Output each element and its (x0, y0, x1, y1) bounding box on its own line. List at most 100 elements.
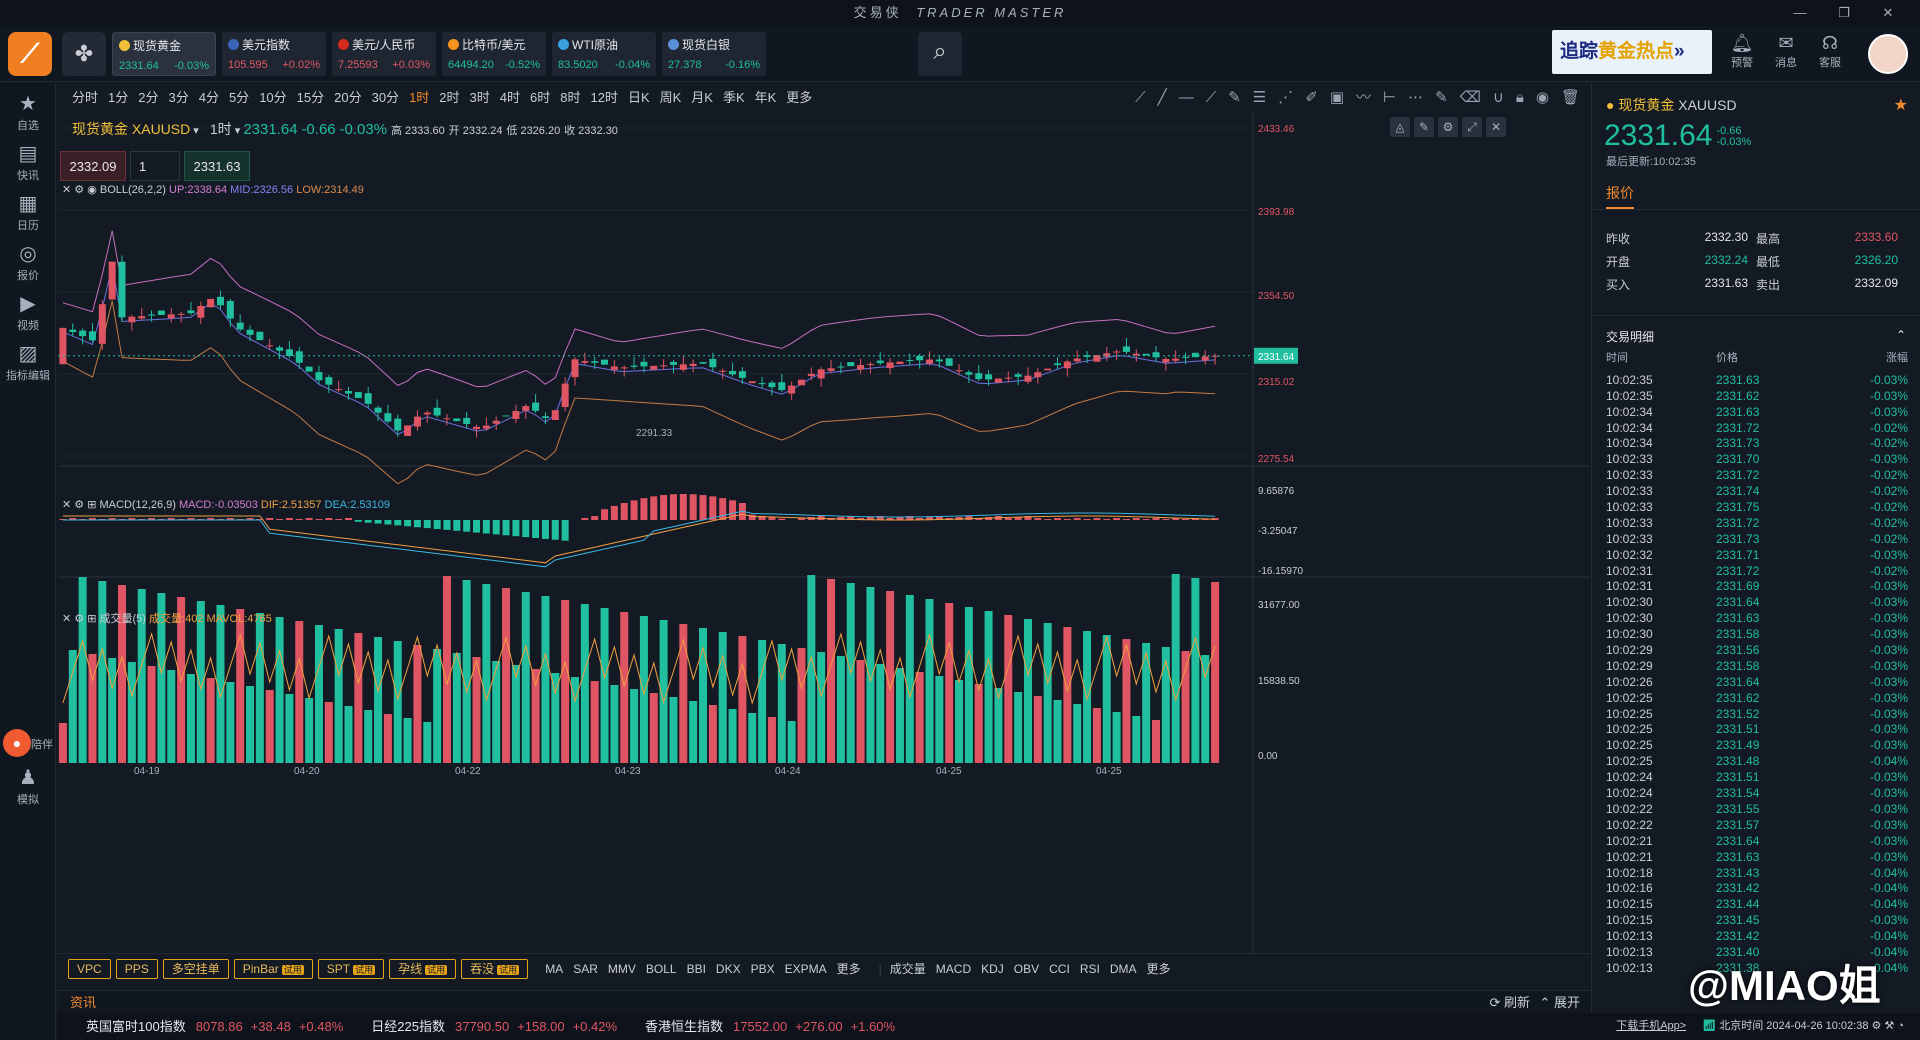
service-button[interactable]: ☊ 客服 (1810, 32, 1850, 70)
sell-price-button[interactable]: 2332.09 (60, 151, 126, 181)
main-indicator-8[interactable]: 更多 (836, 962, 861, 976)
minimize-icon[interactable]: — (1793, 5, 1807, 20)
timeframe-19[interactable]: 月K (691, 90, 713, 105)
nav-item-7[interactable]: ● 陪伴 (0, 729, 56, 757)
main-indicator-3[interactable]: BOLL (645, 962, 677, 976)
tool-tag-1[interactable]: PPS (115, 959, 158, 979)
magnet-icon[interactable]: ∪ (1492, 89, 1504, 106)
quote-tile[interactable]: WTI原油 83.5020 -0.04% (552, 32, 656, 76)
chart-canvas[interactable]: 2433.46 2393.98 2354.50 2315.02 2275.54 2331.… (58, 113, 1590, 953)
message-button[interactable]: ✉ 消息 (1766, 32, 1806, 70)
collapse-icon[interactable]: ⌃ (1895, 328, 1906, 342)
timeframe-20[interactable]: 季K (722, 90, 745, 105)
timeframe-6[interactable]: 10分 (259, 90, 287, 105)
timeframe-8[interactable]: 20分 (334, 90, 362, 105)
index-ticker[interactable]: 日经225指数 37790.50 +158.00 +0.42% (371, 1019, 618, 1034)
timeframe-5[interactable]: 5分 (228, 90, 250, 105)
pane-close-icon[interactable]: ✕ (62, 499, 72, 511)
quote-tile[interactable]: 美元/人民币 7.25593 +0.03% (332, 32, 436, 76)
timeframe-15[interactable]: 8时 (560, 90, 581, 105)
news-label[interactable]: 资讯 (70, 995, 97, 1010)
buy-price-button[interactable]: 2331.63 (184, 151, 250, 181)
ray-tool-icon[interactable]: ⟋ (1135, 89, 1146, 106)
index-ticker[interactable]: 英国富时100指数 8078.86 +38.48 +0.48% (86, 1019, 344, 1034)
timeframe-21[interactable]: 年K (754, 90, 777, 105)
pane-eye-icon[interactable]: ◉ (87, 184, 97, 196)
sub-indicator-2[interactable]: KDJ (981, 962, 1004, 976)
quote-tile[interactable]: 美元指数 105.595 +0.02% (222, 32, 326, 76)
pane-add-icon[interactable]: ⊞ (87, 613, 97, 625)
main-indicator-5[interactable]: DKX (715, 962, 741, 976)
timeframe-18[interactable]: 周K (659, 90, 682, 105)
sub-indicator-1[interactable]: MACD (935, 962, 972, 976)
settings-icon[interactable]: ⚙ ⚒ ◔ (1868, 1020, 1905, 1032)
tool-tag-6[interactable]: 吞没 试用 (461, 959, 529, 979)
interval-label[interactable]: 1时 (209, 121, 232, 137)
expand-button[interactable]: ⌃ 展开 (1539, 995, 1580, 1010)
main-indicator-1[interactable]: SAR (573, 962, 598, 976)
tool-tag-2[interactable]: 多空挂单 (162, 959, 229, 979)
tool-tag-0[interactable]: VPC (68, 959, 111, 979)
nav-item-3[interactable]: ◎ 报价 (0, 241, 56, 283)
main-indicator-4[interactable]: BBI (686, 962, 706, 976)
timeframe-0[interactable]: 分时 (72, 90, 99, 105)
avatar[interactable] (1868, 34, 1908, 74)
sub-indicator-7[interactable]: 更多 (1146, 962, 1171, 976)
tab-quote[interactable]: 报价 (1606, 183, 1634, 209)
chart-close-icon[interactable]: ✕ (1486, 117, 1506, 137)
index-ticker[interactable]: 香港恒生指数 17552.00 +276.00 +1.60% (645, 1019, 896, 1034)
quote-tile[interactable]: 现货黄金 2331.64 -0.03% (112, 32, 216, 76)
tool-tag-3[interactable]: PinBar 试用 (233, 959, 313, 979)
trash-icon[interactable]: 🗑︎ (1560, 89, 1580, 106)
line-tool-icon[interactable]: ╱ (1157, 89, 1167, 106)
favorite-star-icon[interactable]: ★ (1893, 97, 1908, 114)
promo-banner[interactable]: 追踪黄金热点» (1552, 30, 1712, 74)
main-indicator-7[interactable]: EXPMA (784, 962, 827, 976)
fan-tool-icon[interactable]: ⋰ (1278, 89, 1294, 106)
tool-tag-4[interactable]: SPT 试用 (317, 959, 385, 979)
quantity-input[interactable]: 1 (130, 151, 180, 181)
nav-item-6[interactable] (0, 391, 56, 721)
timeframe-13[interactable]: 4时 (499, 90, 520, 105)
pane-settings-icon[interactable]: ⚙ (74, 613, 85, 625)
fullscreen-icon[interactable]: ⤢ (1462, 117, 1482, 137)
sub-indicator-5[interactable]: RSI (1079, 962, 1100, 976)
download-app-link[interactable]: 下载手机App> (1616, 1020, 1687, 1032)
nav-item-2[interactable]: ▦ 日历 (0, 191, 56, 233)
segment-tool-icon[interactable]: ⟋ (1205, 89, 1217, 106)
sub-indicator-0[interactable]: 成交量 (889, 962, 926, 976)
maximize-icon[interactable]: ❐ (1838, 5, 1850, 20)
timeframe-12[interactable]: 3时 (469, 90, 490, 105)
more-tools-icon[interactable]: ⋯ (1408, 89, 1424, 106)
timeframe-4[interactable]: 4分 (198, 90, 219, 105)
eye-icon[interactable]: ◉ (1535, 89, 1549, 106)
pane-close-icon[interactable]: ✕ (62, 184, 72, 196)
timeframe-9[interactable]: 30分 (371, 90, 400, 105)
sub-indicator-4[interactable]: CCI (1049, 962, 1070, 976)
measure-tool-icon[interactable]: ⊢ (1383, 89, 1397, 106)
brush-tool-icon[interactable]: ✐ (1305, 89, 1318, 106)
nav-item-0[interactable]: ★ 自选 (0, 91, 56, 133)
close-icon[interactable]: ✕ (1882, 5, 1894, 20)
pane-add-icon[interactable]: ⊞ (87, 499, 97, 511)
pane-settings-icon[interactable]: ⚙ (74, 499, 85, 511)
main-indicator-0[interactable]: MA (545, 962, 564, 976)
sub-indicator-6[interactable]: DMA (1109, 962, 1137, 976)
candlestick-chart[interactable]: 2433.46 2393.98 2354.50 2315.02 2275.54 2331.… (58, 113, 1590, 953)
hline-tool-icon[interactable]: — (1178, 89, 1194, 106)
tool-tag-5[interactable]: 孕线 试用 (389, 959, 457, 979)
main-indicator-2[interactable]: MMV (607, 962, 636, 976)
timeframe-14[interactable]: 6时 (530, 90, 551, 105)
quote-tile[interactable]: 现货白银 27.378 -0.16% (662, 32, 766, 76)
main-indicator-6[interactable]: PBX (750, 962, 775, 976)
lock-icon[interactable]: 🔒︎ (1515, 89, 1524, 106)
chart-edit-icon[interactable]: ✎ (1414, 117, 1434, 137)
pane-settings-icon[interactable]: ⚙ (74, 184, 85, 196)
sub-indicator-3[interactable]: OBV (1013, 962, 1040, 976)
symbol-name[interactable]: 现货黄金 XAUUSD (72, 121, 191, 137)
timeframe-1[interactable]: 1分 (108, 90, 129, 105)
nav-item-5[interactable]: ▨ 指标编辑 (0, 341, 56, 383)
fib-tool-icon[interactable]: ☰ (1252, 89, 1267, 106)
wave-tool-icon[interactable]: 〰 (1356, 89, 1372, 106)
quote-tile[interactable]: 比特币/美元 64494.20 -0.52% (442, 32, 546, 76)
